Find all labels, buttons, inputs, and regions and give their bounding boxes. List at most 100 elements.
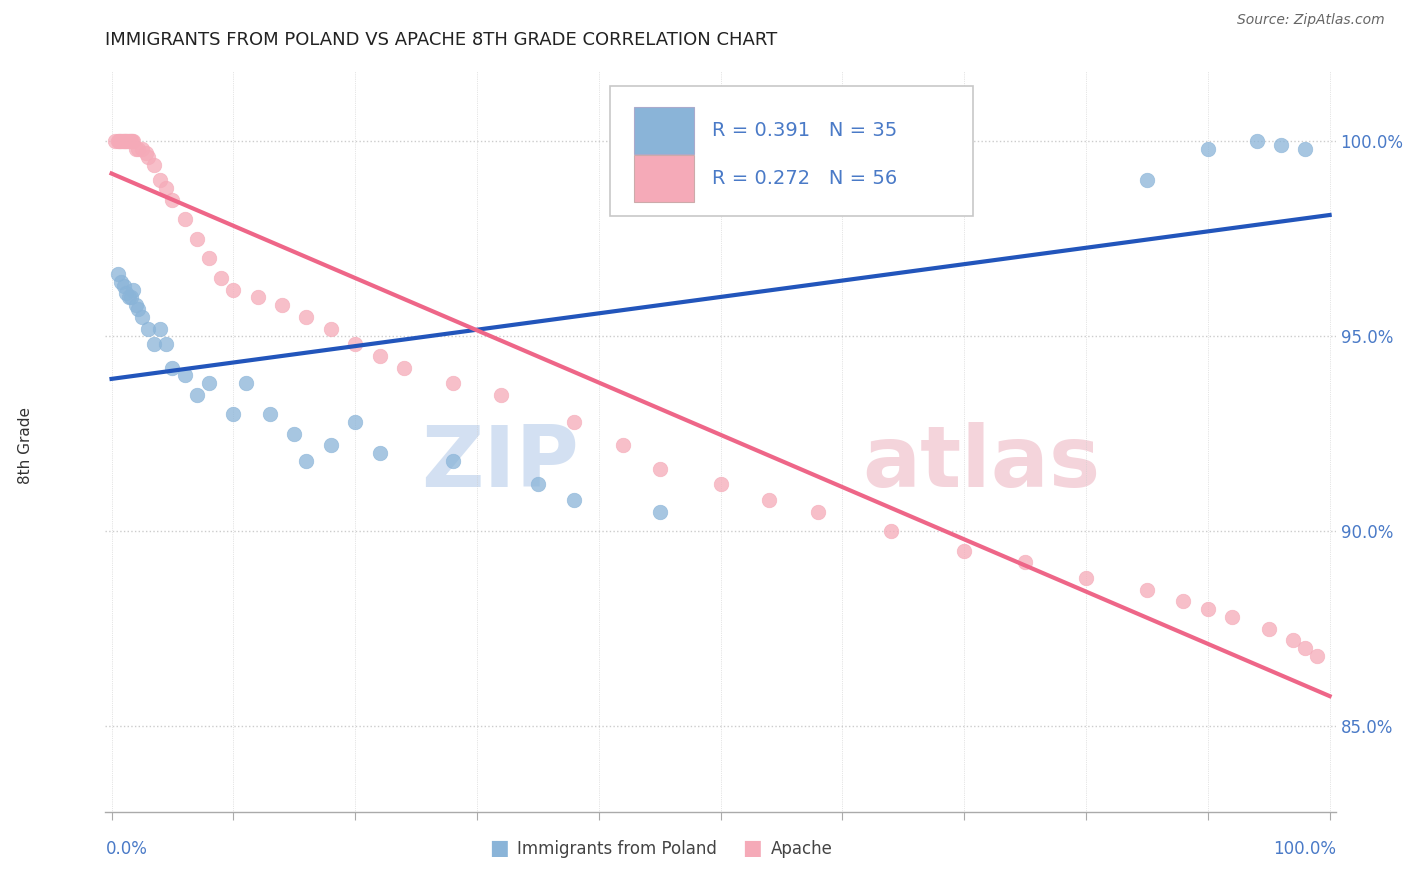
Text: ZIP: ZIP bbox=[422, 422, 579, 505]
Text: 0.0%: 0.0% bbox=[105, 840, 148, 858]
Point bbox=[1246, 135, 1268, 149]
Point bbox=[564, 415, 586, 429]
Point bbox=[117, 135, 139, 149]
FancyBboxPatch shape bbox=[634, 155, 693, 202]
Point bbox=[807, 505, 830, 519]
Point bbox=[344, 415, 367, 429]
Text: R = 0.391   N = 35: R = 0.391 N = 35 bbox=[711, 121, 897, 140]
Point bbox=[107, 267, 129, 281]
Point bbox=[162, 360, 184, 375]
Point bbox=[222, 283, 245, 297]
Point bbox=[186, 388, 208, 402]
Point bbox=[125, 142, 148, 156]
Point bbox=[319, 438, 342, 452]
Point bbox=[125, 298, 148, 312]
Point bbox=[143, 158, 166, 172]
Point bbox=[1136, 173, 1159, 187]
Point bbox=[127, 301, 149, 316]
Point bbox=[117, 135, 139, 149]
Point bbox=[295, 454, 318, 468]
Point bbox=[127, 142, 149, 156]
Point bbox=[612, 438, 634, 452]
Point bbox=[136, 150, 159, 164]
Point bbox=[149, 321, 172, 335]
Point bbox=[120, 135, 142, 149]
Point bbox=[198, 252, 221, 266]
Point bbox=[1136, 582, 1159, 597]
FancyBboxPatch shape bbox=[610, 87, 973, 216]
Point bbox=[283, 426, 305, 441]
Point bbox=[648, 505, 671, 519]
Point bbox=[115, 286, 138, 301]
Point bbox=[131, 142, 153, 156]
Point bbox=[235, 376, 257, 390]
Point bbox=[1294, 142, 1316, 156]
Point bbox=[392, 360, 415, 375]
Point bbox=[1074, 571, 1097, 585]
Point bbox=[368, 446, 391, 460]
Point bbox=[112, 135, 135, 149]
Point bbox=[1197, 602, 1219, 616]
Point bbox=[108, 135, 131, 149]
Point bbox=[110, 275, 132, 289]
Point bbox=[107, 135, 129, 149]
Point bbox=[1220, 610, 1243, 624]
Point bbox=[1294, 641, 1316, 656]
Point bbox=[114, 135, 136, 149]
Point bbox=[173, 212, 195, 227]
Point bbox=[162, 193, 184, 207]
Text: Apache: Apache bbox=[770, 840, 832, 858]
Point bbox=[111, 135, 134, 149]
Point bbox=[1270, 138, 1292, 153]
Point bbox=[953, 543, 976, 558]
Point bbox=[112, 278, 135, 293]
Point bbox=[115, 135, 138, 149]
Text: Immigrants from Poland: Immigrants from Poland bbox=[517, 840, 717, 858]
Text: 100.0%: 100.0% bbox=[1272, 840, 1336, 858]
Point bbox=[120, 290, 142, 304]
Point bbox=[710, 477, 733, 491]
Text: ■: ■ bbox=[742, 838, 762, 858]
Point bbox=[319, 321, 342, 335]
Point bbox=[880, 524, 903, 538]
Point bbox=[1306, 648, 1329, 663]
Point bbox=[155, 337, 177, 351]
Point bbox=[648, 462, 671, 476]
Point bbox=[198, 376, 221, 390]
Point bbox=[246, 290, 269, 304]
Point bbox=[117, 290, 139, 304]
Point bbox=[441, 376, 464, 390]
Point bbox=[527, 477, 550, 491]
Point bbox=[1014, 555, 1036, 569]
Point bbox=[564, 493, 586, 508]
Point bbox=[209, 271, 232, 285]
Point bbox=[118, 135, 141, 149]
Text: ■: ■ bbox=[489, 838, 509, 858]
Text: IMMIGRANTS FROM POLAND VS APACHE 8TH GRADE CORRELATION CHART: IMMIGRANTS FROM POLAND VS APACHE 8TH GRA… bbox=[105, 31, 778, 49]
Point bbox=[441, 454, 464, 468]
Point bbox=[344, 337, 367, 351]
FancyBboxPatch shape bbox=[634, 107, 693, 154]
Point bbox=[186, 232, 208, 246]
Point bbox=[1173, 594, 1195, 608]
Text: R = 0.272   N = 56: R = 0.272 N = 56 bbox=[711, 169, 897, 188]
Point bbox=[1257, 622, 1279, 636]
Point bbox=[104, 135, 127, 149]
Point bbox=[122, 135, 145, 149]
Point bbox=[110, 135, 132, 149]
Text: Source: ZipAtlas.com: Source: ZipAtlas.com bbox=[1237, 13, 1385, 28]
Point bbox=[1197, 142, 1219, 156]
Point bbox=[136, 321, 159, 335]
Point bbox=[295, 310, 318, 324]
Text: 8th Grade: 8th Grade bbox=[18, 408, 32, 484]
Point bbox=[259, 407, 281, 421]
Text: atlas: atlas bbox=[862, 422, 1101, 505]
Point bbox=[135, 146, 157, 161]
Point bbox=[222, 407, 245, 421]
Point bbox=[108, 135, 131, 149]
Point bbox=[155, 181, 177, 195]
Point bbox=[131, 310, 153, 324]
Point bbox=[491, 388, 513, 402]
Point bbox=[173, 368, 195, 383]
Point bbox=[121, 135, 143, 149]
